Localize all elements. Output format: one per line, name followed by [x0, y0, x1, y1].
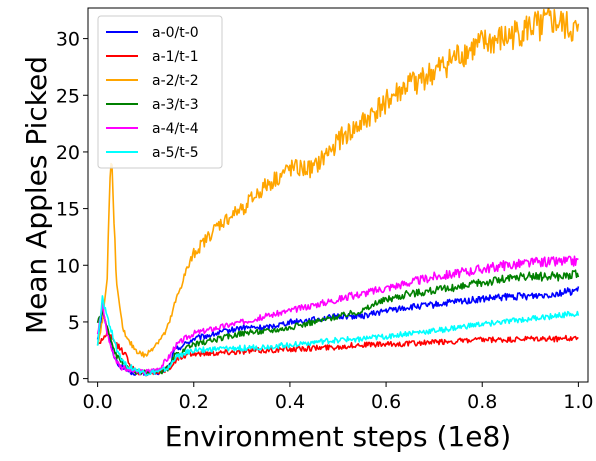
legend-label: a-1/t-1 [152, 49, 199, 65]
plot-frame [87, 7, 589, 383]
x-tick-label: 0.0 [83, 391, 113, 413]
series-line-a-1/t-1 [96, 330, 579, 377]
axes-layer: 0.0 0.2 0.4 0.6 0.8 1.0 0 5 10 15 20 25 30 [56, 7, 593, 413]
y-tick-label: 0 [68, 369, 80, 391]
legend-label: a-4/t-4 [152, 121, 199, 137]
legend: a-0/t-0 a-1/t-1 a-2/t-2 a-3/t-3 a-4/t-4 a-5/t… [97, 15, 223, 169]
x-tick-label: 0.2 [179, 391, 209, 413]
series-line-a-4/t-4 [96, 255, 579, 376]
legend-box [97, 15, 223, 169]
legend-label: a-0/t-0 [152, 25, 199, 41]
series-line-a-2/t-2 [96, 8, 580, 358]
x-tick-label: 0.8 [467, 391, 497, 413]
x-tick-label: 1.0 [563, 391, 593, 413]
series-line-a-3/t-3 [96, 269, 580, 376]
x-axis-label: Environment steps (1e8) [165, 420, 511, 453]
series-line-a-5/t-5 [96, 295, 580, 377]
y-tick-label: 30 [56, 29, 80, 51]
series-line-a-0/t-0 [96, 286, 580, 376]
y-axis-label: Mean Apples Picked [20, 56, 53, 334]
legend-label: a-5/t-5 [152, 145, 199, 161]
x-tick-label: 0.6 [371, 391, 401, 413]
y-tick-label: 20 [56, 142, 80, 164]
x-tick-label: 0.4 [275, 391, 305, 413]
y-tick-label: 10 [56, 255, 80, 277]
y-tick-label: 25 [56, 85, 80, 107]
y-tick-label: 5 [68, 312, 80, 334]
series-layer [96, 8, 580, 377]
y-tick-label: 15 [56, 199, 80, 221]
legend-label: a-3/t-3 [152, 97, 199, 113]
legend-label: a-2/t-2 [152, 73, 199, 89]
